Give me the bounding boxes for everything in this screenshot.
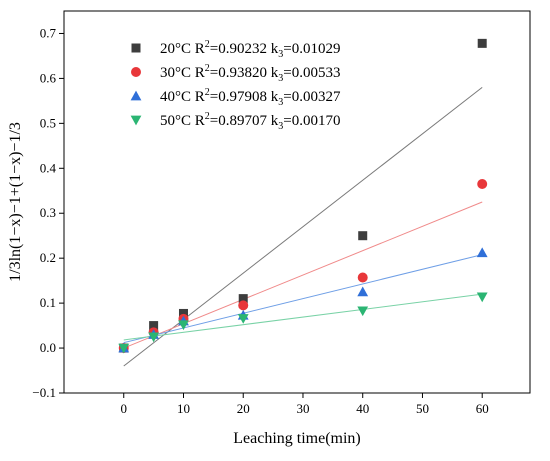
- legend-entry: 50°C R2=0.89707 k3=0.00170: [160, 111, 340, 132]
- y-tick-label: 0.3: [40, 205, 56, 220]
- data-point: [358, 231, 368, 241]
- x-tick-label: 60: [476, 401, 489, 416]
- legend-text-part: =0.00327: [283, 89, 341, 105]
- legend-entry: 30°C R2=0.93820 k3=0.00533: [160, 63, 340, 84]
- fit-line: [123, 293, 483, 341]
- x-tick-label: 20: [237, 401, 250, 416]
- y-tick-label: 0.0: [40, 340, 56, 355]
- legend-text-part: 2: [205, 87, 210, 98]
- legend-entry: 20°C R2=0.90232 k3=0.01029: [160, 39, 340, 60]
- data-point: [477, 179, 488, 190]
- legend-text-part: 40°C R: [160, 89, 205, 105]
- fit-line: [123, 254, 483, 344]
- data-point: [118, 343, 130, 354]
- legend-text-part: 3: [278, 73, 283, 84]
- y-tick-label: 0.4: [40, 160, 57, 175]
- data-point: [476, 292, 488, 303]
- data-point: [357, 272, 368, 283]
- legend-text-part: 30°C R: [160, 65, 205, 81]
- fit-line: [123, 87, 483, 367]
- x-tick-label: 10: [177, 401, 190, 416]
- legend-text-part: =0.01029: [283, 41, 340, 57]
- data-point: [238, 294, 248, 304]
- x-tick-label: 50: [416, 401, 429, 416]
- legend-text-part: 3: [278, 97, 283, 108]
- legend-entry: 40°C R2=0.97908 k3=0.00327: [160, 87, 341, 108]
- data-point: [357, 306, 369, 317]
- data-point: [149, 321, 159, 331]
- legend-text-part: =0.00533: [283, 65, 340, 81]
- legend-text-part: 2: [205, 63, 210, 74]
- y-tick-label: 0.1: [40, 295, 56, 310]
- data-point: [237, 314, 249, 324]
- legend-text-part: 2: [205, 39, 210, 50]
- legend-text-part: =0.00170: [283, 113, 340, 129]
- y-tick-label: −0.1: [32, 385, 56, 400]
- data-point: [178, 320, 189, 331]
- legend-text-part: 50°C R: [160, 113, 205, 129]
- legend-text-part: 3: [278, 49, 283, 60]
- legend-marker: [130, 90, 142, 101]
- fit-line: [123, 201, 483, 349]
- y-tick-label: 0.2: [40, 250, 56, 265]
- y-tick-label: 0.6: [40, 70, 57, 85]
- data-point: [148, 332, 160, 343]
- y-tick-label: 0.7: [40, 25, 57, 40]
- legend-marker: [130, 115, 142, 126]
- legend-text-part: =0.93820 k: [210, 65, 279, 81]
- data-point: [476, 247, 488, 258]
- x-axis-title: Leaching time(min): [233, 430, 361, 447]
- plot-frame: [63, 10, 531, 394]
- data-point: [238, 300, 249, 311]
- y-tick-label: 0.5: [40, 115, 56, 130]
- legend-marker: [131, 43, 141, 53]
- legend-text-part: =0.90232 k: [210, 41, 279, 57]
- legend-text-part: 2: [205, 111, 210, 122]
- legend-text-part: =0.97908 k: [210, 89, 279, 105]
- x-tick-label: 30: [296, 401, 309, 416]
- y-axis-title: 1/3ln(1−x)−1+(1−x)−1/3: [7, 122, 24, 282]
- data-point: [178, 308, 188, 318]
- x-tick-label: 40: [356, 401, 369, 416]
- legend-marker: [131, 67, 141, 77]
- legend-text-part: =0.89707 k: [210, 113, 279, 129]
- data-point: [477, 38, 487, 48]
- data-point: [357, 286, 369, 297]
- legend-text-part: 3: [278, 121, 283, 132]
- x-tick-label: 0: [120, 401, 127, 416]
- legend-text-part: 20°C R: [160, 41, 205, 57]
